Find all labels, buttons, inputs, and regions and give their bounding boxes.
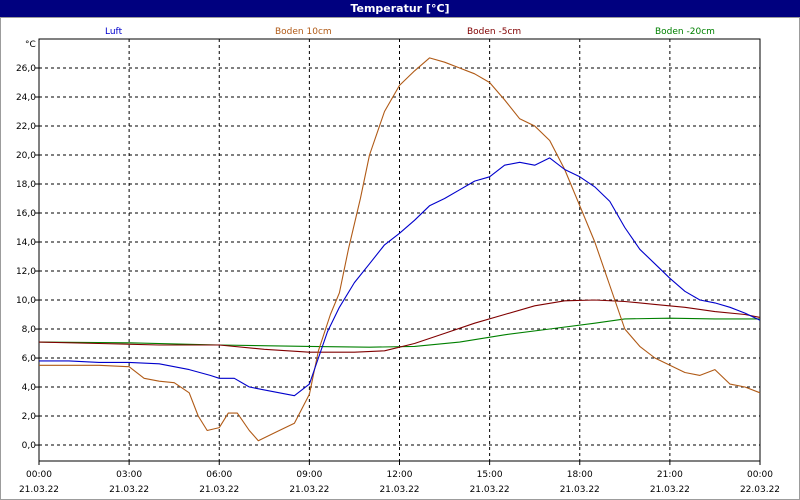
y-tick-label: 24,0 [16,93,36,103]
x-tick-date: 21.03.22 [379,485,419,495]
y-tick-label: 16,0 [16,209,36,219]
boden-minus-5cm-line [38,299,761,353]
y-tick-label: 10,0 [16,296,36,306]
x-tick-time: 03:00 [116,470,142,480]
legend-luft: Luft [105,27,123,37]
x-tick-date: 21.03.22 [19,485,59,495]
x-tick-date: 21.03.22 [650,485,690,495]
x-tick-date: 21.03.22 [470,485,510,495]
y-tick-label: 22,0 [16,122,36,132]
y-tick-label: 12,0 [16,267,36,277]
y-tick-label: 18,0 [16,180,36,190]
x-tick-date: 21.03.22 [560,485,600,495]
x-tick-date: 21.03.22 [109,485,149,495]
x-tick-time: 12:00 [387,470,413,480]
x-tick-time: 21:00 [657,470,683,480]
y-tick-label: 14,0 [16,238,36,248]
x-tick-time: 00:00 [26,470,52,480]
y-unit-label: °C [25,40,36,50]
legend-boden-minus-5cm: Boden -5cm [467,27,522,37]
y-axis: 0,0 2,0 4,0 6,0 8,0 10,0 12,0 14,0 16,0 18,0 20,0 2… [16,64,39,451]
x-tick-time: 00:00 [747,470,773,480]
x-tick-date: 21.03.22 [199,485,239,495]
grid-lines [39,39,760,461]
y-tick-label: 6,0 [22,354,37,364]
y-tick-label: 26,0 [16,64,36,74]
y-tick-label: 0,0 [22,441,37,451]
boden-10cm-line [39,57,761,442]
legend-boden-10cm: Boden 10cm [275,27,332,37]
legend-boden-minus-20cm: Boden -20cm [655,27,715,37]
series-lines [38,57,761,442]
x-tick-time: 18:00 [567,470,593,480]
y-tick-label: 4,0 [22,383,37,393]
x-tick-time: 09:00 [296,470,322,480]
x-tick-time: 15:00 [477,470,503,480]
y-tick-label: 8,0 [22,325,37,335]
y-tick-label: 2,0 [22,412,37,422]
x-tick-date: 21.03.22 [289,485,329,495]
x-tick-date: 22.03.22 [740,485,780,495]
x-tick-time: 06:00 [206,470,232,480]
boden-minus-20cm-line [38,317,760,348]
chart-title: Temperatur [°C] [0,0,800,17]
luft-line [39,157,761,397]
x-axis: 00:00 21.03.22 03:00 21.03.22 06:00 21.03.22 0… [19,461,780,495]
y-tick-label: 20,0 [16,151,36,161]
